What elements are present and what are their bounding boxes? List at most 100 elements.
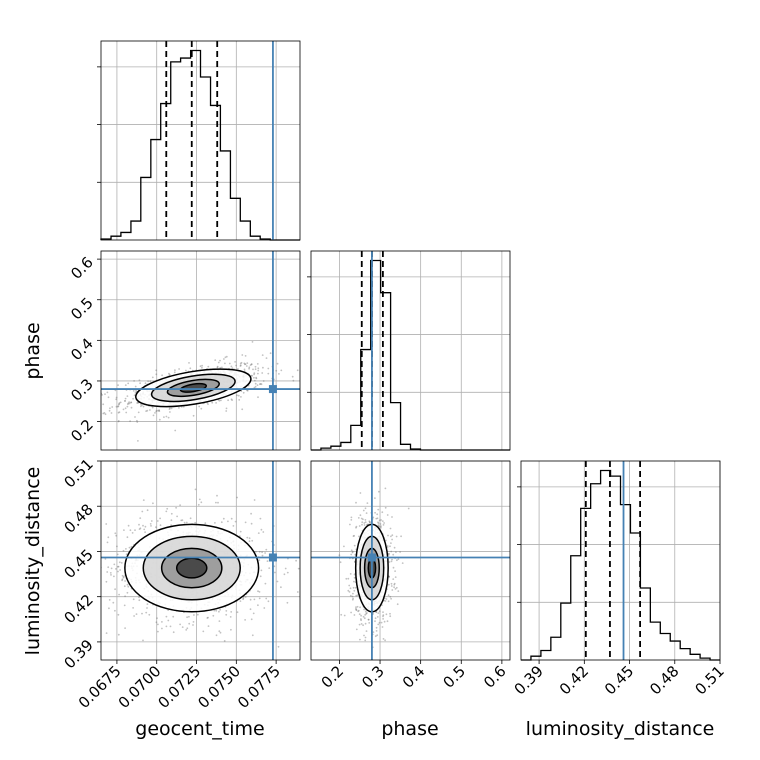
- joint-geocent_time-vs-luminosity_distance-sample-point: [133, 615, 136, 617]
- joint-geocent_time-vs-phase-sample-point: [199, 365, 202, 368]
- joint-phase-vs-luminosity_distance-sample-point: [355, 526, 357, 529]
- joint-geocent_time-vs-phase-sample-point: [130, 401, 133, 404]
- joint-geocent_time-vs-phase-sample-point: [216, 365, 219, 368]
- joint-geocent_time-vs-phase-sample-point: [239, 364, 242, 367]
- joint-geocent_time-vs-phase-sample-point: [239, 362, 242, 365]
- ytick-label-phase-2: 0.4: [67, 334, 97, 364]
- joint-phase-vs-luminosity_distance-sample-point: [390, 542, 392, 544]
- joint-phase-vs-luminosity_distance-sample-point: [357, 517, 360, 519]
- joint-geocent_time-vs-luminosity_distance-sample-point: [267, 600, 270, 603]
- joint-geocent_time-vs-luminosity_distance-sample-point: [215, 501, 217, 504]
- joint-phase-vs-luminosity_distance-sample-point: [389, 612, 391, 615]
- joint-geocent_time-vs-phase-truth-marker: [268, 385, 277, 394]
- joint-geocent_time-vs-phase-contour-2: [166, 378, 220, 398]
- joint-geocent_time-vs-luminosity_distance-sample-point: [263, 607, 266, 609]
- joint-geocent_time-vs-luminosity_distance-sample-point: [108, 599, 111, 601]
- joint-geocent_time-vs-phase-sample-point: [261, 354, 264, 356]
- joint-geocent_time-vs-luminosity_distance-sample-point: [104, 558, 107, 560]
- xlabel-phase: phase: [381, 718, 438, 740]
- joint-geocent_time-vs-phase-sample-point: [241, 354, 244, 356]
- joint-phase-vs-luminosity_distance-sample-point: [391, 558, 393, 561]
- joint-geocent_time-vs-phase-sample-point: [234, 361, 237, 363]
- joint-geocent_time-vs-phase-sample-point: [231, 367, 234, 370]
- joint-phase-vs-luminosity_distance-sample-point: [374, 497, 376, 499]
- joint-geocent_time-vs-luminosity_distance-sample-point: [216, 494, 218, 497]
- xtick-label-geocent_time-0: 0.0675: [75, 662, 125, 712]
- joint-geocent_time-vs-luminosity_distance-sample-point: [286, 601, 289, 604]
- joint-geocent_time-vs-phase-sample-point: [132, 390, 135, 392]
- joint-geocent_time-vs-phase-sample-point: [168, 372, 170, 375]
- joint-geocent_time-vs-luminosity_distance-sample-point: [118, 593, 120, 596]
- joint-geocent_time-vs-luminosity_distance-sample-point: [259, 517, 262, 520]
- joint-phase-vs-luminosity_distance-sample-point: [387, 594, 390, 597]
- joint-phase-vs-luminosity_distance-sample-point: [338, 554, 341, 557]
- xtick-label-phase-3: 0.5: [439, 662, 469, 692]
- joint-phase-vs-luminosity_distance-sample-point: [367, 618, 370, 621]
- joint-phase-vs-luminosity_distance-sample-point: [386, 545, 389, 547]
- joint-phase-vs-luminosity_distance-sample-point: [353, 544, 356, 547]
- joint-phase-vs-luminosity_distance-sample-point: [381, 520, 384, 522]
- joint-phase-vs-luminosity_distance-sample-point: [363, 634, 365, 637]
- joint-geocent_time-vs-phase-sample-point: [256, 363, 259, 365]
- marginal-luminosity_distance-histogram: [521, 469, 720, 661]
- joint-phase-vs-luminosity_distance-sample-point: [362, 509, 365, 512]
- joint-geocent_time-vs-phase-sample-point: [189, 367, 192, 370]
- joint-geocent_time-vs-luminosity_distance-sample-point: [126, 536, 129, 539]
- joint-geocent_time-vs-luminosity_distance-sample-point: [196, 613, 199, 616]
- joint-geocent_time-vs-phase-sample-point: [115, 398, 118, 401]
- joint-phase-vs-luminosity_distance-sample-point: [360, 619, 362, 622]
- joint-geocent_time-vs-phase-sample-point: [117, 384, 119, 386]
- joint-geocent_time-vs-phase-sample-point: [227, 399, 230, 402]
- joint-phase-vs-luminosity_distance-sample-point: [364, 521, 367, 524]
- joint-geocent_time-vs-phase-sample-point: [125, 411, 128, 414]
- joint-geocent_time-vs-luminosity_distance-sample-point: [161, 627, 163, 630]
- joint-geocent_time-vs-luminosity_distance-sample-point: [123, 604, 126, 607]
- joint-geocent_time-vs-luminosity_distance-sample-point: [110, 567, 113, 570]
- joint-geocent_time-vs-luminosity_distance-sample-point: [124, 627, 126, 629]
- joint-geocent_time-vs-phase-sample-point: [259, 383, 261, 386]
- joint-geocent_time-vs-luminosity_distance-sample-point: [257, 590, 259, 593]
- joint-phase-vs-luminosity_distance-sample-point: [355, 501, 357, 504]
- ytick-label-luminosity_distance-2: 0.45: [60, 546, 96, 582]
- joint-geocent_time-vs-luminosity_distance-sample-point: [146, 509, 149, 512]
- joint-geocent_time-vs-luminosity_distance-sample-point: [258, 559, 261, 561]
- joint-geocent_time-vs-phase-sample-point: [215, 402, 218, 404]
- joint-geocent_time-vs-luminosity_distance-sample-point: [155, 526, 157, 529]
- joint-geocent_time-vs-luminosity_distance-sample-point: [135, 613, 138, 615]
- joint-geocent_time-vs-luminosity_distance-sample-point: [115, 568, 117, 570]
- xtick-label-luminosity_distance-3: 0.48: [646, 662, 682, 698]
- joint-geocent_time-vs-luminosity_distance-sample-point: [112, 601, 115, 604]
- joint-geocent_time-vs-phase-sample-point: [236, 394, 238, 397]
- joint-phase-vs-luminosity_distance-sample-point: [356, 605, 359, 608]
- xtick-label-luminosity_distance-1: 0.42: [556, 662, 592, 698]
- joint-geocent_time-vs-luminosity_distance-sample-point: [124, 580, 126, 582]
- joint-geocent_time-vs-luminosity_distance-sample-point: [125, 548, 127, 550]
- joint-geocent_time-vs-luminosity_distance-sample-point: [268, 567, 271, 569]
- joint-geocent_time-vs-luminosity_distance-sample-point: [214, 522, 216, 524]
- joint-phase-vs-luminosity_distance-sample-point: [357, 610, 359, 613]
- joint-phase-vs-luminosity_distance-sample-point: [380, 526, 382, 529]
- joint-phase-vs-luminosity_distance-sample-point: [350, 519, 353, 521]
- joint-geocent_time-vs-luminosity_distance-sample-point: [152, 502, 154, 505]
- joint-phase-vs-luminosity_distance-sample-point: [363, 608, 365, 611]
- joint-geocent_time-vs-phase-sample-point: [126, 395, 129, 397]
- joint-geocent_time-vs-luminosity_distance-sample-point: [129, 529, 132, 532]
- joint-geocent_time-vs-luminosity_distance-sample-point: [138, 599, 141, 602]
- joint-geocent_time-vs-luminosity_distance-sample-point: [261, 554, 264, 557]
- joint-phase-vs-luminosity_distance-sample-point: [355, 609, 358, 612]
- joint-phase-vs-luminosity_distance-sample-point: [356, 594, 359, 597]
- joint-phase-vs-luminosity_distance-sample-point: [365, 512, 368, 514]
- joint-geocent_time-vs-phase-sample-point: [117, 411, 120, 414]
- joint-geocent_time-vs-luminosity_distance-sample-point: [108, 607, 110, 610]
- joint-geocent_time-vs-phase-sample-point: [136, 402, 139, 404]
- joint-geocent_time-vs-luminosity_distance-sample-point: [117, 570, 119, 573]
- joint-geocent_time-vs-luminosity_distance-sample-point: [138, 523, 140, 526]
- joint-geocent_time-vs-luminosity_distance-sample-point: [169, 625, 172, 628]
- joint-geocent_time-vs-luminosity_distance-contour-2: [160, 547, 223, 589]
- joint-geocent_time-vs-luminosity_distance-sample-point: [167, 619, 170, 622]
- xtick-label-geocent_time-3: 0.0750: [194, 662, 244, 712]
- joint-geocent_time-vs-luminosity_distance-sample-point: [89, 572, 91, 574]
- joint-phase-vs-luminosity_distance-sample-point: [397, 558, 400, 560]
- joint-geocent_time-vs-phase-sample-point: [225, 407, 228, 410]
- joint-phase-vs-luminosity_distance-sample-point: [378, 525, 381, 528]
